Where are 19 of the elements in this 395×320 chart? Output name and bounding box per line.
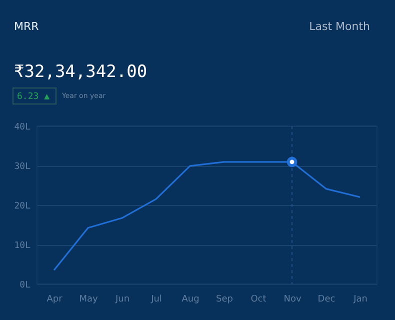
x-tick-label: Sep	[216, 294, 234, 304]
y-tick-label: 0L	[20, 280, 30, 290]
x-tick-label: Jun	[114, 294, 130, 304]
x-tick-label: Apr	[46, 294, 63, 304]
text: 6.23 ▲	[17, 92, 50, 102]
y-tick-label: 40L	[14, 122, 30, 132]
y-tick-label: 10L	[14, 241, 30, 251]
x-tick-label: May	[79, 294, 98, 304]
y-tick-label: 20L	[14, 202, 30, 212]
y-tick-label: 30L	[14, 162, 30, 172]
text: ₹32,34,342.00	[14, 62, 148, 82]
x-tick-label: Jul	[150, 294, 162, 304]
x-tick-label: Oct	[250, 294, 267, 304]
x-tick-label: Nov	[284, 294, 302, 304]
x-tick-label: Aug	[182, 294, 200, 304]
x-tick-label: Jan	[352, 294, 368, 304]
text: Last Month	[309, 20, 370, 33]
chart-title: MRR	[14, 20, 40, 33]
x-tick-label: Dec	[318, 294, 336, 304]
